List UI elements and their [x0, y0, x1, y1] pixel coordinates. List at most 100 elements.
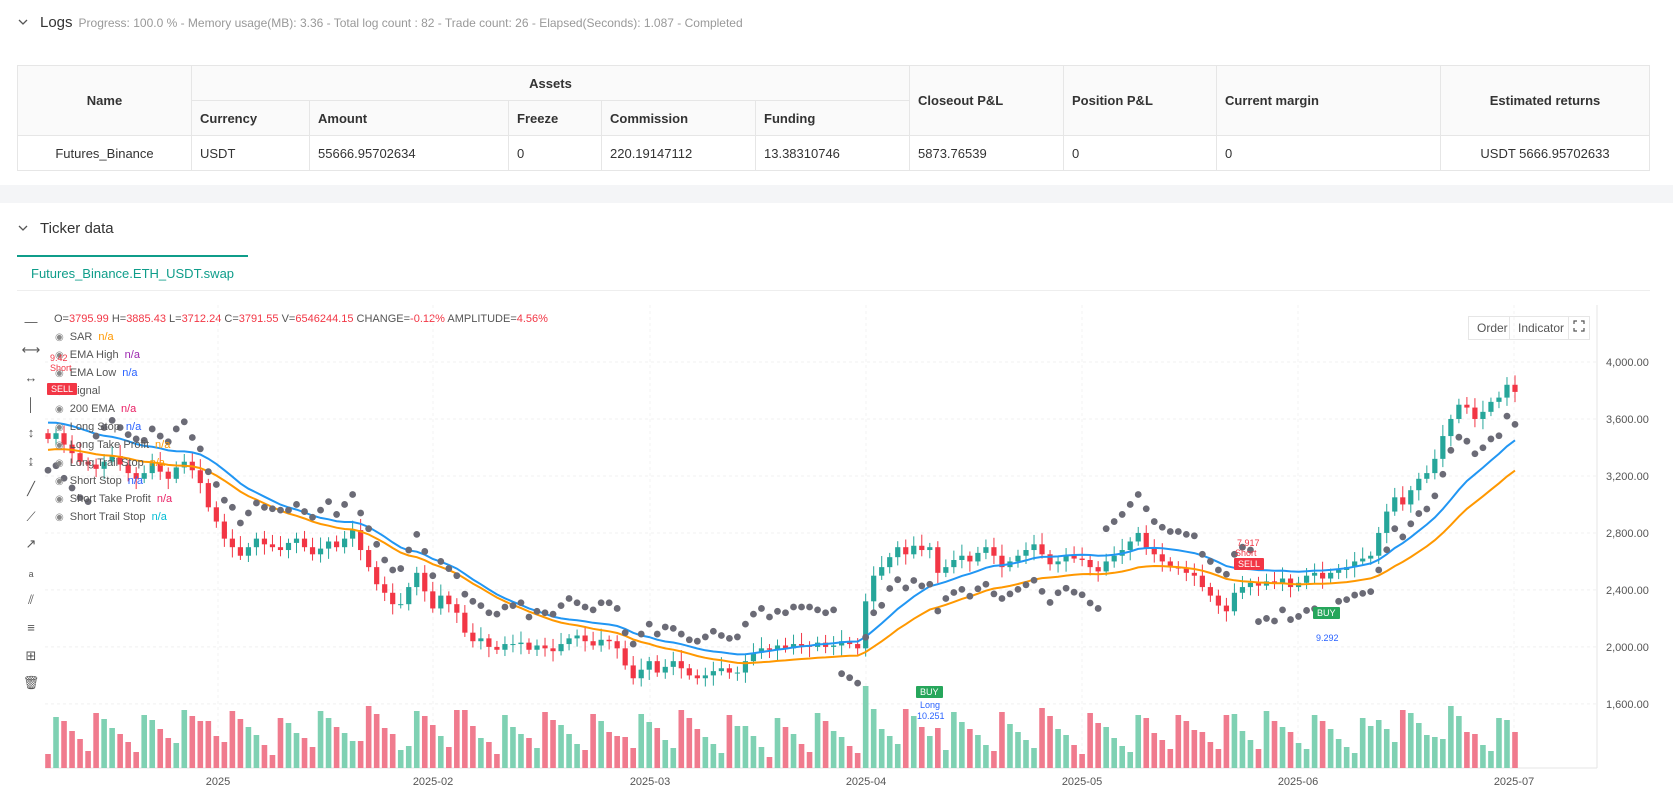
volume-bar — [1383, 729, 1390, 768]
y-tick-label: 3,200.00 — [1606, 471, 1649, 483]
sar-dot — [1471, 450, 1479, 458]
volume-bar — [654, 728, 661, 768]
volume-bar — [341, 733, 348, 768]
candle-body — [470, 632, 476, 642]
volume-bar — [574, 744, 580, 768]
measure-icon[interactable]: ⊞ — [25, 647, 37, 663]
legend-item[interactable]: ◉ 200 EMA n/a — [55, 403, 136, 415]
vertical-segment-icon[interactable]: ↕ — [27, 425, 35, 441]
vertical-ray-icon[interactable]: ↨ — [27, 453, 35, 468]
volume-bar — [213, 736, 220, 768]
candle-body — [806, 645, 813, 647]
ticker-header[interactable]: Ticker data — [18, 220, 114, 237]
fib-retracement-icon[interactable]: ≡ — [27, 619, 35, 635]
ticker-title: Ticker data — [40, 220, 114, 237]
sar-dot — [1407, 520, 1415, 528]
sar-dot — [317, 506, 324, 514]
chevron-down-icon[interactable] — [18, 16, 30, 30]
eye-icon[interactable]: ◉ — [55, 493, 64, 505]
sar-dot — [846, 674, 854, 682]
sar-dot — [469, 597, 477, 605]
volume-bar — [1159, 740, 1166, 768]
volume-bar — [1432, 737, 1438, 768]
legend-item[interactable]: ◉ EMA High n/a — [55, 349, 140, 361]
volume-bar — [702, 737, 709, 768]
legend-item[interactable]: ◉ Long Trail Stop n/a — [55, 457, 165, 469]
eye-icon[interactable]: ◉ — [55, 349, 64, 361]
volume-bar — [77, 739, 83, 768]
candle-body — [293, 538, 300, 543]
volume-bar — [1496, 718, 1502, 768]
volume-bar — [1311, 715, 1318, 768]
logs-header[interactable]: Logs Progress: 100.0 % - Memory usage(MB… — [18, 14, 743, 31]
horizontal-ray-icon[interactable]: ↔ — [24, 369, 38, 385]
sar-dot — [357, 509, 365, 517]
eye-icon[interactable]: ◉ — [55, 367, 64, 379]
candle-body — [1440, 436, 1446, 459]
sar-dot — [220, 496, 228, 504]
volume-bar — [822, 721, 829, 768]
trend-line-icon[interactable]: ╱ — [27, 480, 35, 496]
volume-bar — [838, 737, 845, 768]
vertical-line-icon[interactable]: │ — [26, 397, 36, 413]
candle-body — [790, 644, 797, 649]
legend-item[interactable]: ◉ Short Stop n/a — [55, 475, 143, 487]
volume-bar — [1407, 713, 1414, 768]
arrow-line-icon[interactable]: ↗ — [25, 536, 37, 552]
sar-dot — [517, 599, 525, 607]
candle-body — [943, 567, 949, 573]
trash-icon[interactable]: 🗑 — [22, 675, 40, 691]
volume-bar — [894, 744, 901, 768]
indicator-button[interactable]: Indicator — [1509, 316, 1574, 340]
sar-dot — [894, 576, 902, 584]
volume-bar — [846, 746, 853, 768]
eye-icon[interactable]: ◉ — [55, 457, 64, 469]
volume-bar — [662, 740, 669, 768]
eye-icon[interactable]: ◉ — [55, 331, 64, 343]
ray-line-icon[interactable]: ⟋ — [26, 508, 36, 524]
volume-bar — [237, 719, 244, 768]
order-button[interactable]: Order — [1468, 316, 1517, 340]
sar-dot — [381, 556, 389, 564]
volume-bar — [558, 725, 564, 768]
volume-bar — [1015, 732, 1021, 768]
candle-body — [975, 552, 981, 562]
candle-body — [1287, 578, 1294, 588]
sar-dot — [910, 577, 918, 584]
crosshair-icon[interactable]: — — [24, 314, 38, 329]
eye-icon[interactable]: ◉ — [55, 475, 64, 487]
legend-item[interactable]: ◉ SAR n/a — [55, 331, 114, 343]
volume-bar — [606, 732, 612, 768]
cell-name: Futures_Binance — [17, 135, 192, 171]
x-tick-label: 2025-05 — [1062, 776, 1102, 788]
sar-dot — [1415, 510, 1423, 517]
legend-item[interactable]: ◉ Long Stop n/a — [55, 421, 141, 433]
sar-dot — [1463, 437, 1471, 445]
parallel-channel-icon[interactable]: ⫽ — [28, 592, 34, 607]
volume-bar — [1351, 753, 1358, 768]
legend-item[interactable]: ◉ Long Take Profit n/a — [55, 439, 170, 451]
legend-item[interactable]: ◉ Short Trail Stop n/a — [55, 511, 167, 523]
legend-item[interactable]: ◉ EMA Low n/a — [55, 367, 138, 379]
eye-icon[interactable]: ◉ — [55, 439, 64, 451]
expand-icon[interactable] — [1568, 316, 1590, 340]
col-freeze: Freeze — [508, 100, 602, 136]
volume-bar — [421, 716, 428, 768]
legend-item[interactable]: ◉ Short Take Profit n/a — [55, 493, 172, 505]
text-icon[interactable]: ₐ — [28, 564, 34, 580]
eye-icon[interactable]: ◉ — [55, 511, 64, 523]
candle-body — [1087, 560, 1093, 568]
volume-bar — [935, 728, 941, 768]
chevron-down-icon[interactable] — [18, 222, 30, 236]
horizontal-line-icon[interactable]: ⟷ — [21, 341, 41, 357]
tab-eth-usdt-swap[interactable]: Futures_Binance.ETH_USDT.swap — [17, 255, 249, 291]
candle-body — [951, 560, 957, 568]
candle-body — [967, 555, 973, 562]
o-value: 3795.99 — [68, 313, 109, 325]
sar-dot — [1150, 518, 1158, 525]
sar-dot — [196, 445, 204, 453]
volume-bar — [1504, 720, 1510, 768]
eye-icon[interactable]: ◉ — [55, 421, 64, 433]
eye-icon[interactable]: ◉ — [55, 403, 64, 415]
legend-name: Short Stop — [69, 475, 122, 487]
